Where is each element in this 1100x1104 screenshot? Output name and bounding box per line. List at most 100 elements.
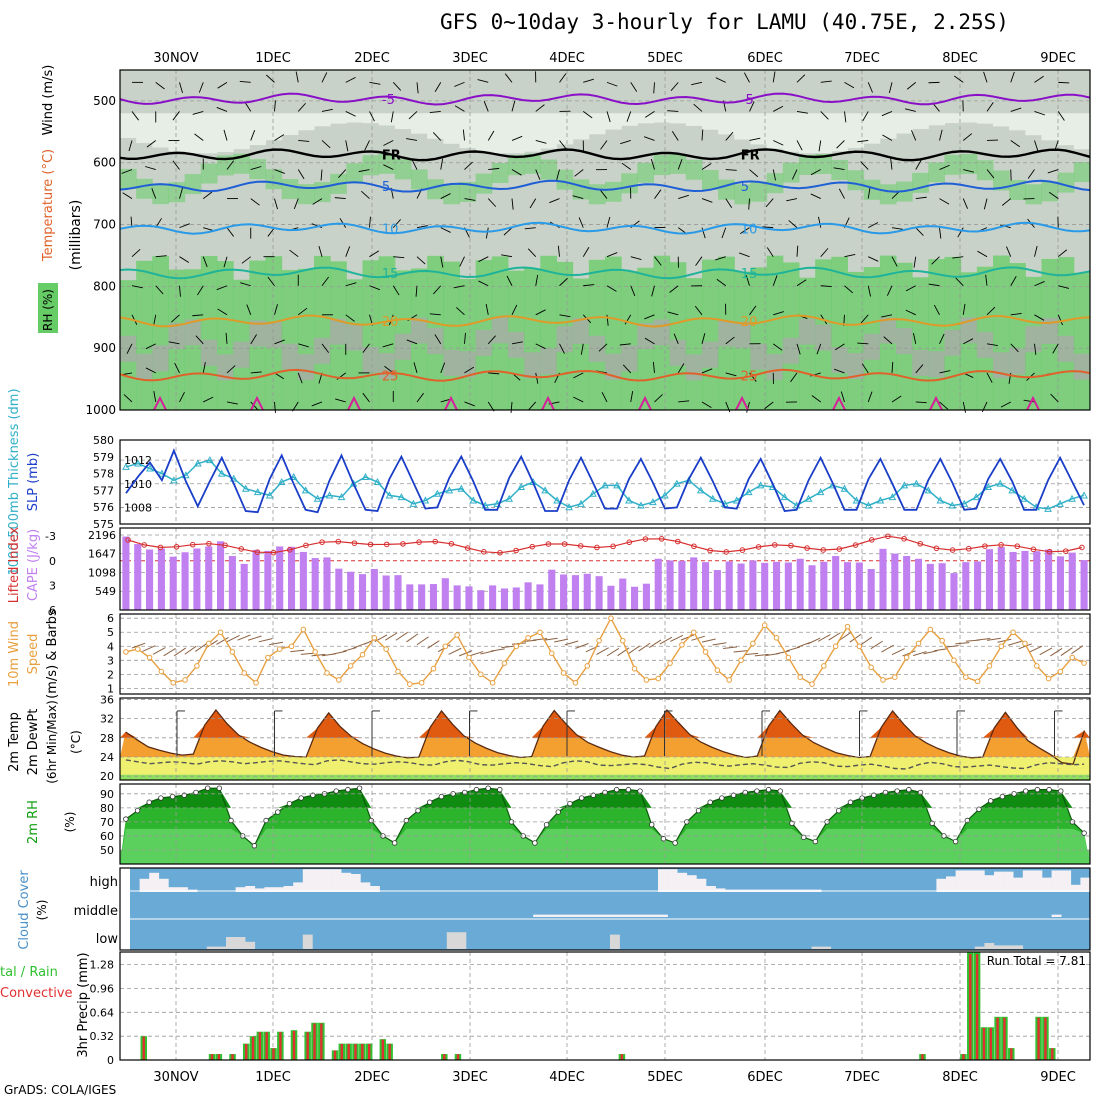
cape-bar <box>584 574 591 610</box>
rh-dry-band <box>945 113 962 123</box>
rh-moist-band <box>783 262 800 410</box>
rh-moist-band <box>831 257 848 410</box>
precip-tick-label: 0.32 <box>90 1030 115 1043</box>
high-cloud-bar <box>965 870 975 892</box>
wind-speed-point <box>124 650 129 655</box>
surface-wind-barb <box>449 648 462 654</box>
high-cloud-bar <box>1023 870 1033 892</box>
rh-dry-band <box>864 113 881 143</box>
date-label-top: 2DEC <box>354 51 390 66</box>
rh-point <box>205 786 210 791</box>
precip-tick-label: 1.28 <box>90 959 115 972</box>
wind-speed-point <box>680 643 685 648</box>
high-cloud-bar <box>946 876 956 892</box>
rh-dry-band <box>977 113 994 123</box>
precip-convective-bar <box>341 1044 343 1060</box>
wind-label-line1: 10m Wind <box>7 621 22 687</box>
cape-bar <box>572 575 579 610</box>
rh-moist-layer <box>848 170 865 190</box>
precip-convective-bar <box>252 1037 254 1060</box>
wind-speed-point <box>845 624 850 629</box>
surface-wind-barb <box>248 636 261 640</box>
wind-speed-point <box>715 668 720 673</box>
rh-dry-band <box>460 113 477 148</box>
wind-tick-label: 5 <box>107 626 114 639</box>
rh-moist-layer <box>718 180 735 200</box>
precip-convective-bar <box>976 954 978 1060</box>
cape-bar <box>335 569 342 610</box>
precip-convective-bar <box>368 1044 370 1060</box>
rh-moist-layer <box>589 184 606 204</box>
cape-bar <box>454 585 461 610</box>
wind-speed-point <box>739 658 744 663</box>
cape-bar <box>655 559 662 610</box>
wind-speed-point <box>1070 655 1075 660</box>
rh-tick-label: 50 <box>100 844 114 857</box>
rh-moist-band <box>524 268 541 410</box>
lifted-index-tick-label: 0 <box>49 555 56 568</box>
rh-dark-band <box>928 351 945 377</box>
rh-dark-band <box>896 328 913 354</box>
rh-moist-band <box>767 256 784 410</box>
low-cloud-bar <box>245 942 255 949</box>
rh-point <box>392 841 397 846</box>
wind-speed-point <box>869 665 874 670</box>
date-label-bottom: 4DEC <box>549 1070 585 1085</box>
rh-dry-band <box>702 113 719 129</box>
precip-convective-bar <box>266 1032 268 1060</box>
cape-bar <box>288 547 295 610</box>
cape-bar <box>241 564 248 610</box>
date-label-bottom: 6DEC <box>747 1070 783 1085</box>
cape-bar <box>1045 550 1052 610</box>
cape-bar <box>1033 551 1040 610</box>
wind-speed-point <box>408 682 413 687</box>
rh-dark-band <box>1009 349 1026 375</box>
cape-bar <box>122 537 129 610</box>
surface-wind-barb <box>554 639 568 642</box>
surface-wind-barb <box>259 639 273 642</box>
wind-speed-point <box>786 655 791 660</box>
high-cloud-bar <box>149 873 159 892</box>
rh-dark-band <box>346 325 363 351</box>
rh-point <box>170 794 175 799</box>
rh-moist-layer <box>977 160 994 180</box>
precip-convective-bar <box>143 1037 145 1060</box>
wind-speed-point <box>762 623 767 628</box>
rh-moist-layer <box>945 155 962 175</box>
temp-label-line1: 2m Temp <box>7 712 22 772</box>
rh-moist-band <box>912 277 929 410</box>
wind-frame <box>120 614 1090 694</box>
cape-bar <box>986 549 993 610</box>
middle-cloud-bar <box>533 915 543 917</box>
wind-speed-point <box>206 641 211 646</box>
low-cloud-bar <box>207 947 217 949</box>
surface-wind-barb <box>723 647 737 649</box>
rh-moist-layer <box>831 160 848 180</box>
cape-bar <box>193 549 200 611</box>
surface-wind-barb <box>406 634 417 642</box>
wind-speed-point <box>396 669 401 674</box>
wind-speed-point <box>798 675 803 680</box>
rh-dark-band <box>298 354 315 380</box>
wind-speed-point <box>455 633 460 638</box>
rh-point <box>1058 789 1063 794</box>
cape-bar <box>312 558 319 610</box>
rh-dry-band <box>654 113 671 122</box>
date-label-top: 4DEC <box>549 51 585 66</box>
rh-dry-band <box>249 113 266 145</box>
precip-convective-bar <box>218 1054 220 1060</box>
precip-convective-bar <box>279 1032 281 1060</box>
precip-convective-bar <box>443 1054 445 1060</box>
wind-speed-point <box>999 644 1004 649</box>
thickness-tick-label: 579 <box>93 451 114 464</box>
rh-point <box>275 810 280 815</box>
rh-dry-band <box>1058 113 1075 145</box>
rh-dry-band <box>670 113 687 123</box>
isotherm-label: FR <box>741 149 760 164</box>
surface-wind-barb <box>829 633 841 640</box>
rh-dark-band <box>266 322 283 348</box>
cape-bar <box>513 587 520 610</box>
precip-tick-label: 0.64 <box>90 1006 115 1019</box>
precip-convective-bar <box>320 1024 322 1060</box>
date-label-bottom: 7DEC <box>844 1070 880 1085</box>
